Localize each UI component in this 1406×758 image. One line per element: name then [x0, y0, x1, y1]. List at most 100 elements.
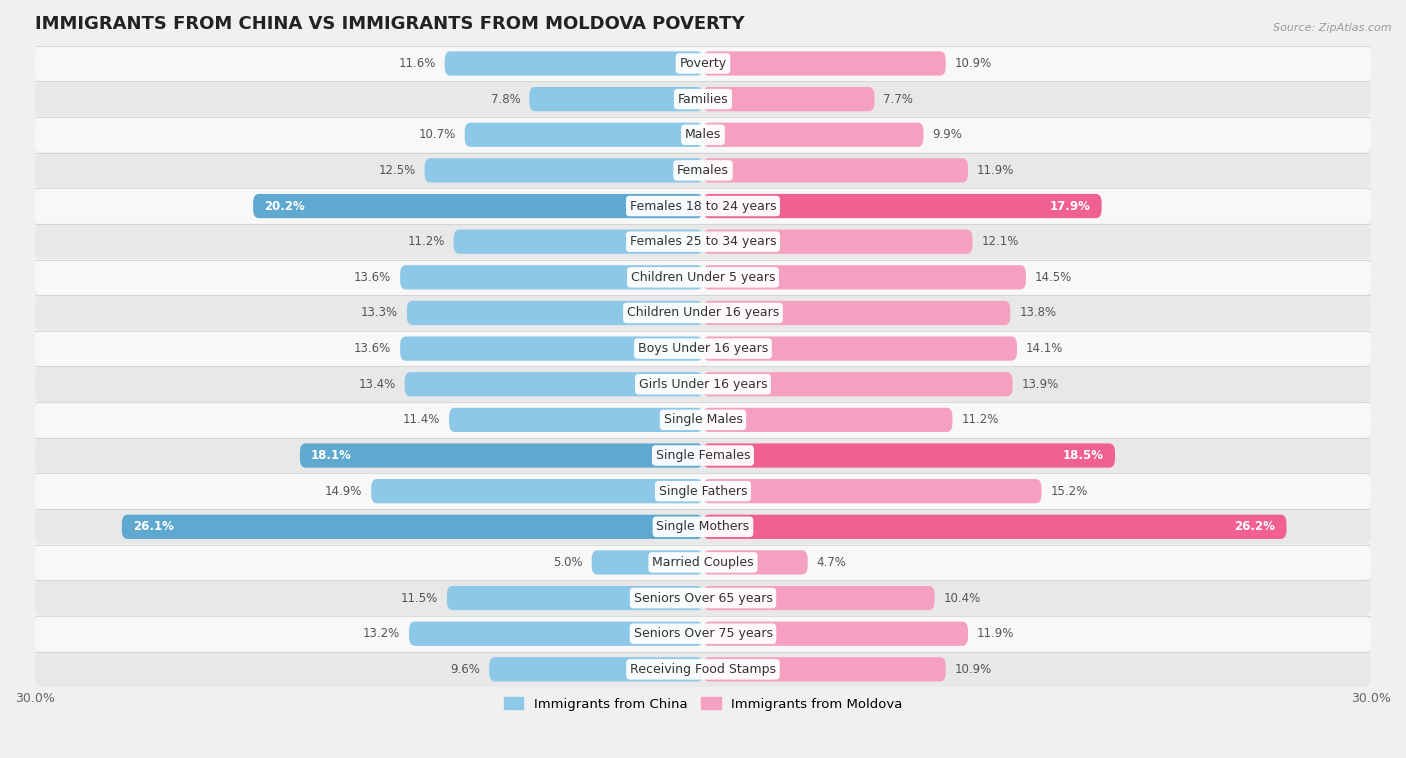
- FancyBboxPatch shape: [35, 652, 1371, 688]
- FancyBboxPatch shape: [703, 337, 1017, 361]
- FancyBboxPatch shape: [703, 443, 1115, 468]
- FancyBboxPatch shape: [703, 230, 973, 254]
- Text: Males: Males: [685, 128, 721, 141]
- Text: Females 18 to 24 years: Females 18 to 24 years: [630, 199, 776, 212]
- Text: 17.9%: 17.9%: [1050, 199, 1091, 212]
- FancyBboxPatch shape: [35, 616, 1371, 652]
- Text: 7.7%: 7.7%: [883, 92, 914, 105]
- Text: Single Females: Single Females: [655, 449, 751, 462]
- FancyBboxPatch shape: [401, 265, 703, 290]
- FancyBboxPatch shape: [405, 372, 703, 396]
- FancyBboxPatch shape: [35, 45, 1371, 81]
- Text: 14.1%: 14.1%: [1026, 342, 1063, 355]
- FancyBboxPatch shape: [35, 544, 1371, 581]
- Text: 13.2%: 13.2%: [363, 627, 401, 641]
- FancyBboxPatch shape: [35, 117, 1371, 152]
- Text: Married Couples: Married Couples: [652, 556, 754, 569]
- Text: Boys Under 16 years: Boys Under 16 years: [638, 342, 768, 355]
- FancyBboxPatch shape: [449, 408, 703, 432]
- FancyBboxPatch shape: [703, 657, 946, 681]
- Text: 5.0%: 5.0%: [553, 556, 582, 569]
- FancyBboxPatch shape: [465, 123, 703, 147]
- Text: 11.6%: 11.6%: [398, 57, 436, 70]
- Text: 26.2%: 26.2%: [1234, 520, 1275, 534]
- FancyBboxPatch shape: [454, 230, 703, 254]
- FancyBboxPatch shape: [703, 301, 1011, 325]
- Text: 12.1%: 12.1%: [981, 235, 1019, 248]
- Text: 13.9%: 13.9%: [1021, 377, 1059, 390]
- Text: 15.2%: 15.2%: [1050, 484, 1088, 498]
- Text: Girls Under 16 years: Girls Under 16 years: [638, 377, 768, 390]
- FancyBboxPatch shape: [35, 259, 1371, 295]
- FancyBboxPatch shape: [35, 366, 1371, 402]
- Text: 14.5%: 14.5%: [1035, 271, 1071, 283]
- Text: 13.8%: 13.8%: [1019, 306, 1056, 319]
- FancyBboxPatch shape: [703, 408, 952, 432]
- FancyBboxPatch shape: [703, 123, 924, 147]
- FancyBboxPatch shape: [35, 437, 1371, 473]
- Text: 7.8%: 7.8%: [491, 92, 520, 105]
- Text: 11.2%: 11.2%: [408, 235, 444, 248]
- FancyBboxPatch shape: [122, 515, 703, 539]
- Text: 13.6%: 13.6%: [354, 271, 391, 283]
- Text: 11.9%: 11.9%: [977, 164, 1014, 177]
- FancyBboxPatch shape: [35, 295, 1371, 330]
- FancyBboxPatch shape: [35, 224, 1371, 259]
- Text: Seniors Over 75 years: Seniors Over 75 years: [634, 627, 772, 641]
- Text: 11.4%: 11.4%: [404, 413, 440, 427]
- FancyBboxPatch shape: [406, 301, 703, 325]
- Text: Poverty: Poverty: [679, 57, 727, 70]
- Text: Source: ZipAtlas.com: Source: ZipAtlas.com: [1274, 23, 1392, 33]
- Text: 18.5%: 18.5%: [1063, 449, 1104, 462]
- FancyBboxPatch shape: [703, 52, 946, 76]
- FancyBboxPatch shape: [35, 330, 1371, 366]
- Text: 13.3%: 13.3%: [361, 306, 398, 319]
- FancyBboxPatch shape: [35, 473, 1371, 509]
- Text: Single Fathers: Single Fathers: [659, 484, 747, 498]
- Text: 14.9%: 14.9%: [325, 484, 363, 498]
- FancyBboxPatch shape: [592, 550, 703, 575]
- FancyBboxPatch shape: [35, 581, 1371, 616]
- FancyBboxPatch shape: [253, 194, 703, 218]
- Text: 10.7%: 10.7%: [419, 128, 456, 141]
- FancyBboxPatch shape: [35, 402, 1371, 437]
- FancyBboxPatch shape: [447, 586, 703, 610]
- Text: Females: Females: [678, 164, 728, 177]
- Text: 11.9%: 11.9%: [977, 627, 1014, 641]
- Text: Single Males: Single Males: [664, 413, 742, 427]
- FancyBboxPatch shape: [703, 87, 875, 111]
- Text: 11.5%: 11.5%: [401, 591, 439, 605]
- Text: Children Under 5 years: Children Under 5 years: [631, 271, 775, 283]
- Text: Receiving Food Stamps: Receiving Food Stamps: [630, 662, 776, 676]
- Text: 10.9%: 10.9%: [955, 662, 991, 676]
- FancyBboxPatch shape: [401, 337, 703, 361]
- FancyBboxPatch shape: [703, 158, 967, 183]
- FancyBboxPatch shape: [371, 479, 703, 503]
- FancyBboxPatch shape: [35, 152, 1371, 188]
- Legend: Immigrants from China, Immigrants from Moldova: Immigrants from China, Immigrants from M…: [498, 692, 908, 716]
- FancyBboxPatch shape: [35, 81, 1371, 117]
- Text: 20.2%: 20.2%: [264, 199, 305, 212]
- Text: 9.9%: 9.9%: [932, 128, 962, 141]
- Text: Seniors Over 65 years: Seniors Over 65 years: [634, 591, 772, 605]
- FancyBboxPatch shape: [703, 372, 1012, 396]
- FancyBboxPatch shape: [703, 265, 1026, 290]
- FancyBboxPatch shape: [703, 622, 967, 646]
- Text: 4.7%: 4.7%: [817, 556, 846, 569]
- FancyBboxPatch shape: [703, 515, 1286, 539]
- Text: 10.4%: 10.4%: [943, 591, 981, 605]
- Text: Children Under 16 years: Children Under 16 years: [627, 306, 779, 319]
- FancyBboxPatch shape: [703, 586, 935, 610]
- Text: 10.9%: 10.9%: [955, 57, 991, 70]
- FancyBboxPatch shape: [35, 509, 1371, 544]
- FancyBboxPatch shape: [444, 52, 703, 76]
- Text: 26.1%: 26.1%: [134, 520, 174, 534]
- Text: 13.6%: 13.6%: [354, 342, 391, 355]
- Text: 11.2%: 11.2%: [962, 413, 998, 427]
- FancyBboxPatch shape: [299, 443, 703, 468]
- FancyBboxPatch shape: [529, 87, 703, 111]
- Text: 18.1%: 18.1%: [311, 449, 352, 462]
- FancyBboxPatch shape: [703, 550, 807, 575]
- Text: Families: Families: [678, 92, 728, 105]
- FancyBboxPatch shape: [409, 622, 703, 646]
